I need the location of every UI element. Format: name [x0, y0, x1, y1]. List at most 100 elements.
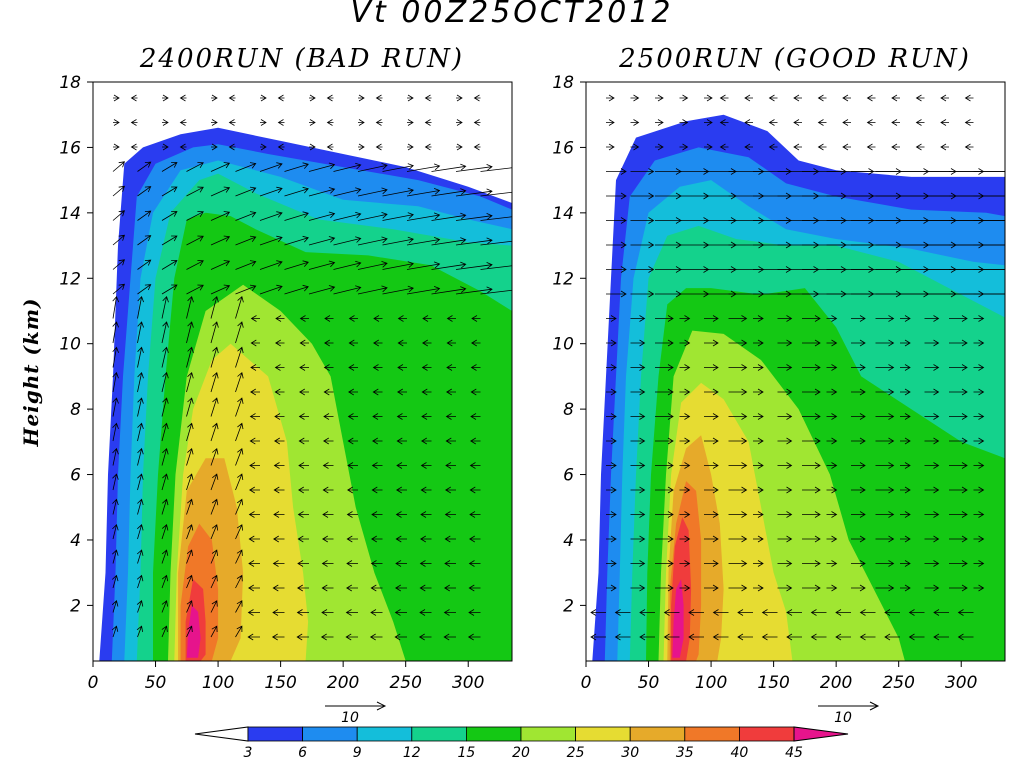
wind-vector [111, 625, 119, 638]
wind-vector [299, 364, 309, 371]
wind-vector [630, 511, 646, 518]
wind-vector [137, 321, 144, 344]
wind-vector [161, 447, 169, 466]
wind-vector [606, 315, 617, 322]
wind-vector [455, 262, 493, 270]
wind-vector [333, 260, 362, 270]
wind-vector [679, 584, 691, 592]
wind-vector [630, 315, 646, 322]
wind-vector [900, 535, 911, 543]
wind-vector [277, 94, 285, 102]
wind-vector [900, 584, 911, 592]
wind-vector [704, 486, 719, 494]
wind-vector [924, 364, 940, 371]
wind-vector [875, 437, 895, 445]
panel-bad-run: 2400RUN (BAD RUN) Height (km) 0 50 100 150 2… [19, 44, 513, 726]
wind-vector [210, 186, 231, 197]
wind-vector [875, 535, 895, 543]
wind-vector [369, 633, 383, 641]
wind-vector [112, 549, 119, 564]
wind-vector [606, 339, 617, 347]
wind-vector [210, 295, 219, 319]
wind-vector [272, 609, 285, 616]
wind-vector [446, 388, 456, 396]
wind-vector [973, 511, 985, 518]
wind-vector [372, 364, 383, 371]
wind-vector [973, 339, 985, 347]
wind-vector [260, 94, 267, 102]
wind-vector [186, 473, 194, 491]
plot-frame [92, 81, 513, 662]
wind-vector [679, 437, 691, 445]
wind-vector [753, 560, 764, 567]
wind-vector [851, 535, 866, 543]
wind-vector [235, 211, 257, 221]
wind-vector [957, 633, 974, 641]
wind-vector [299, 388, 309, 396]
wind-vector [186, 397, 194, 417]
wind-vector [810, 633, 827, 641]
wind-vector [973, 437, 985, 445]
wind-vector [375, 119, 383, 126]
wind-vector [211, 94, 218, 102]
wind-vector [704, 560, 719, 567]
wind-vector [891, 119, 900, 126]
wind-vector [802, 511, 821, 518]
wind-vector [728, 413, 748, 420]
wind-vector [420, 486, 432, 494]
wind-vector [235, 162, 257, 172]
wind-vector [933, 609, 949, 616]
wind-vector [924, 486, 940, 494]
wind-vector [679, 143, 689, 151]
wind-vector [753, 462, 764, 469]
wind-vector [471, 339, 481, 347]
wind-vector [704, 143, 713, 151]
y-tick-label: 6 [563, 466, 574, 486]
wind-vector [345, 633, 358, 641]
wind-vector [949, 486, 968, 494]
wind-vector [900, 388, 911, 396]
wind-vector [630, 266, 655, 273]
wind-vector [274, 364, 285, 371]
wind-vector [688, 633, 704, 641]
colorbar-swatch [411, 726, 467, 742]
reference-arrow-head [376, 701, 387, 711]
wind-vector [324, 339, 334, 347]
wind-vector [396, 437, 407, 445]
wind-vector [235, 524, 243, 540]
wind-vector [130, 94, 138, 102]
wind-vector [940, 94, 949, 102]
wind-vector [161, 186, 178, 197]
y-tick-label: 4 [563, 531, 574, 551]
wind-vector [161, 625, 168, 638]
wind-vector [655, 462, 674, 469]
wind-vector [137, 259, 152, 270]
wind-vector [273, 462, 285, 469]
wind-vector [161, 260, 178, 270]
contour-bands [586, 82, 1005, 661]
wind-vector [161, 422, 169, 442]
wind-vector [210, 371, 219, 393]
wind-vector [679, 413, 691, 420]
wind-vector [112, 422, 119, 442]
wind-vector [326, 94, 334, 102]
wind-vector [964, 94, 974, 102]
wind-vector [112, 473, 119, 491]
plot-frame [585, 81, 1006, 662]
wind-vector [271, 633, 285, 641]
wind-vector [446, 339, 456, 347]
wind-vector [973, 269, 1005, 270]
wind-vector [470, 437, 481, 445]
wind-vector [161, 211, 178, 221]
wind-vector [396, 462, 407, 469]
colorbar-high-triangle [793, 726, 849, 742]
wind-vector [210, 600, 218, 613]
wind-vector [186, 235, 204, 246]
wind-vector [851, 486, 866, 494]
wind-vector [235, 625, 243, 638]
wind-vector [875, 462, 895, 469]
wind-vector [826, 437, 838, 445]
wind-vector [851, 511, 866, 518]
wind-vector [250, 388, 260, 396]
wind-vector [161, 162, 178, 172]
